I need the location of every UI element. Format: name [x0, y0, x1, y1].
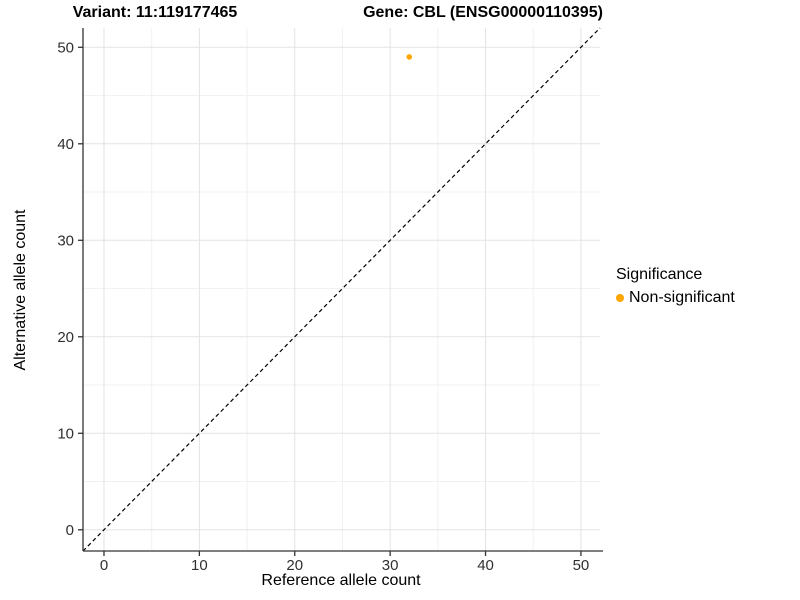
legend-title: Significance	[616, 266, 703, 283]
y-tick-label: 30	[57, 232, 74, 249]
x-tick-label: 30	[382, 557, 399, 574]
y-tick-label: 40	[57, 136, 74, 153]
gene-title: Gene: CBL (ENSG00000110395)	[363, 4, 603, 21]
identity-dashed-line	[82, 27, 601, 552]
y-axis-title: Alternative allele count	[12, 209, 29, 371]
non-significant-dot-icon	[616, 294, 624, 302]
x-tick-label: 40	[477, 557, 494, 574]
y-tick-label: 50	[57, 39, 74, 56]
data-point	[406, 54, 413, 60]
legend-item-non-significant: Non-significant	[616, 289, 735, 307]
x-tick-label: 50	[573, 557, 590, 574]
x-tick-label: 10	[191, 557, 208, 574]
x-tick-label: 20	[286, 557, 303, 574]
y-tick-label: 20	[57, 329, 74, 346]
x-axis-title: Reference allele count	[261, 572, 421, 589]
y-tick-label: 0	[66, 522, 74, 539]
variant-title: Variant: 11:119177465	[72, 4, 238, 21]
legend: Significance Non-significant	[616, 266, 735, 307]
x-tick-label: 0	[100, 557, 108, 574]
y-tick-label: 10	[57, 425, 74, 442]
legend-item-label: Non-significant	[629, 289, 735, 306]
